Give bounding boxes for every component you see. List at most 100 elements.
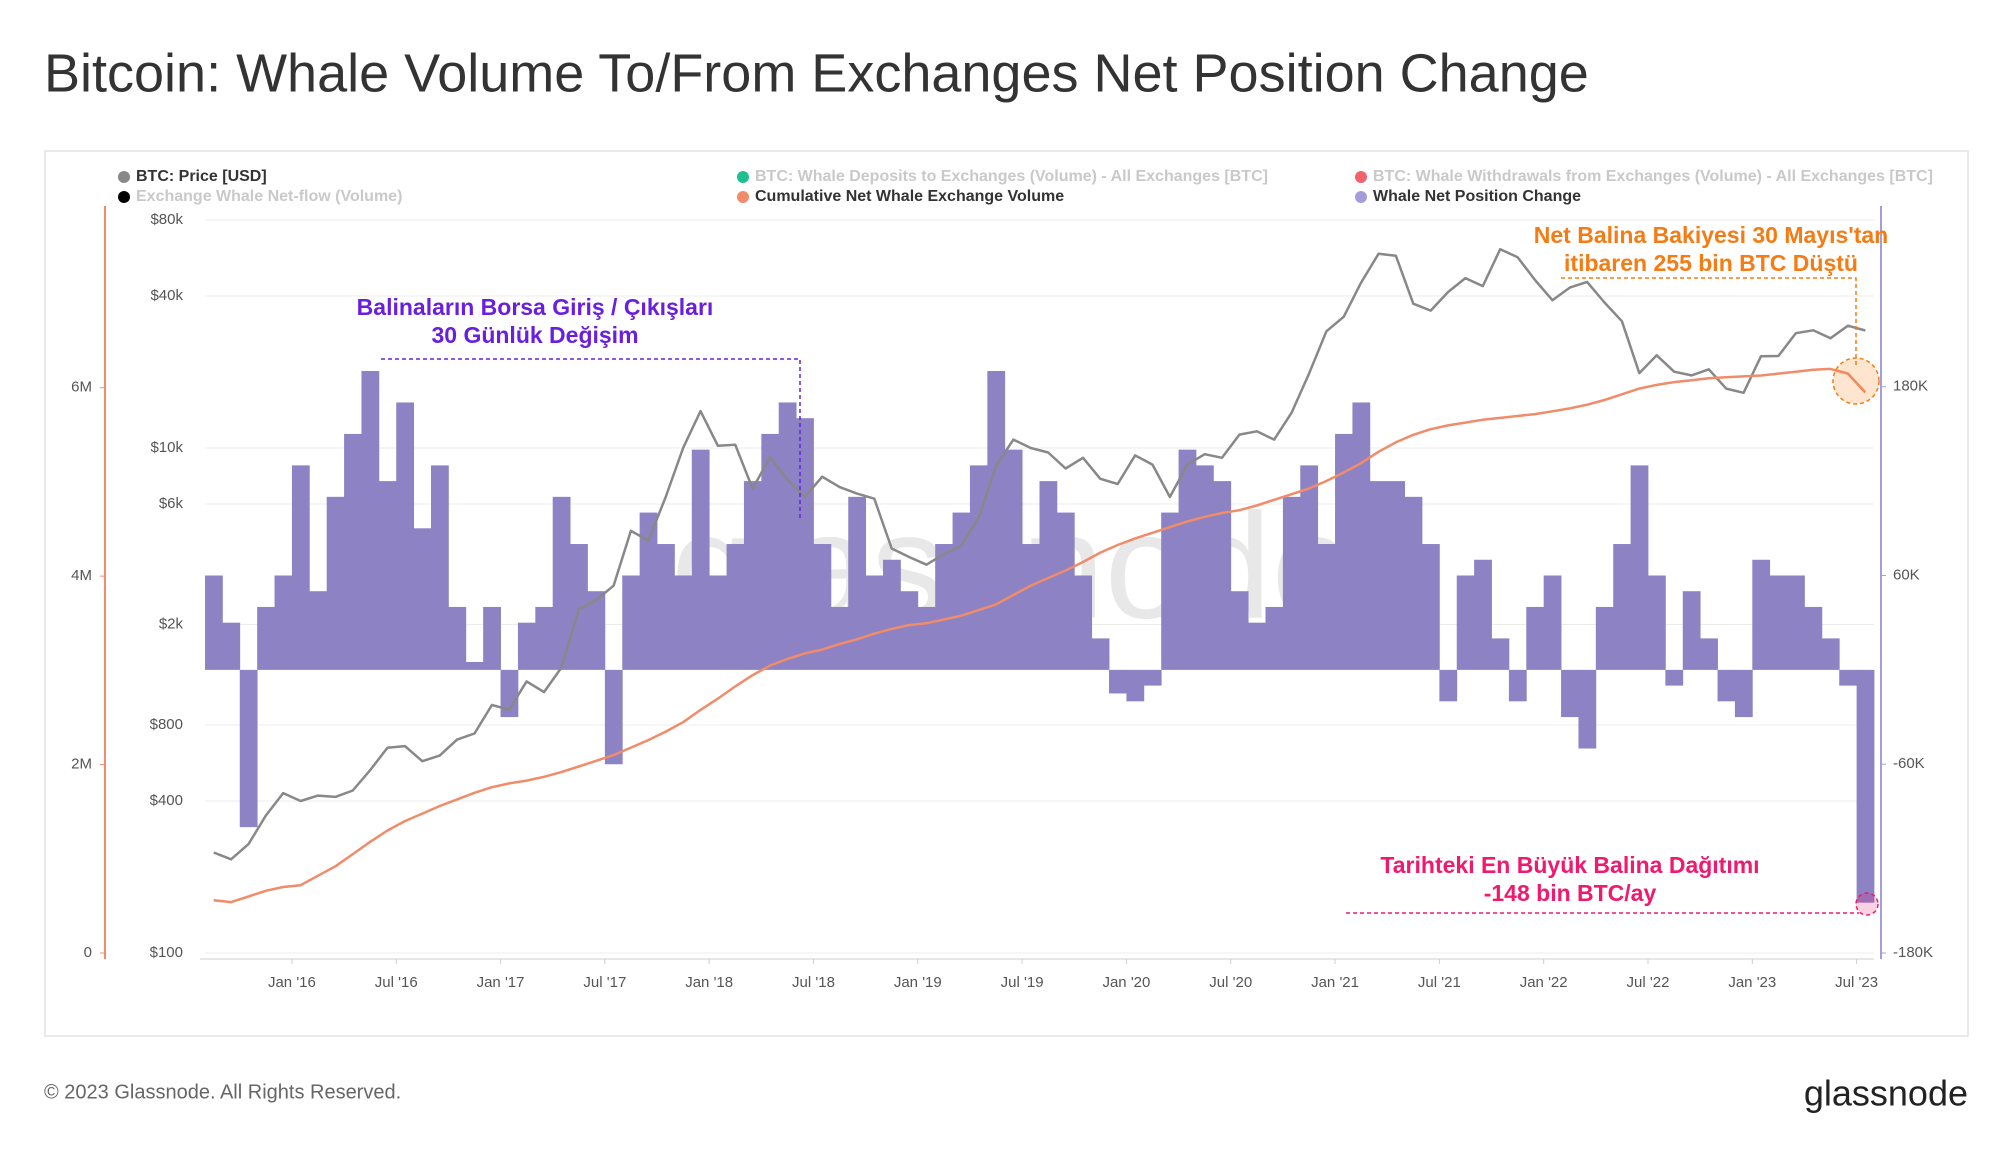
bar xyxy=(1056,512,1075,670)
y2-tick-label: 0 xyxy=(84,944,92,961)
bar xyxy=(674,575,693,670)
bar xyxy=(535,606,554,670)
bar xyxy=(483,606,501,670)
bar xyxy=(1317,544,1336,670)
bar xyxy=(1178,449,1197,670)
bar xyxy=(848,496,867,670)
bar xyxy=(796,418,814,670)
legend-marker xyxy=(737,191,749,203)
bar xyxy=(1404,496,1423,670)
x-tick-label: Jul '23 xyxy=(1835,974,1878,991)
x-tick-label: Jul '20 xyxy=(1209,974,1252,991)
bar xyxy=(1595,606,1614,670)
bar xyxy=(1821,638,1840,670)
annotation: -148 bin BTC/ay xyxy=(1484,880,1657,906)
bar xyxy=(465,662,484,670)
bar xyxy=(239,669,258,828)
bar xyxy=(222,622,241,670)
bar xyxy=(517,622,536,670)
y-tick-label: $10k xyxy=(150,439,183,456)
bar xyxy=(1630,465,1649,670)
bar xyxy=(1474,559,1492,670)
bar xyxy=(1143,669,1162,686)
annotation-guide xyxy=(1561,277,1857,365)
bar xyxy=(604,669,623,765)
y-tick-label: $2k xyxy=(159,615,184,632)
y3-tick-label: 60K xyxy=(1893,566,1920,583)
annotation: 30 Günlük Değişim xyxy=(431,322,638,348)
bar xyxy=(1161,512,1179,670)
bar xyxy=(1282,496,1301,670)
annotation: itibaren 255 bin BTC Düştü xyxy=(1564,250,1858,276)
bar xyxy=(1665,669,1684,686)
bar xyxy=(396,402,415,670)
chart-title: Bitcoin: Whale Volume To/From Exchanges … xyxy=(44,43,1589,103)
annotation: Tarihteki En Büyük Balina Dağıtımı xyxy=(1380,852,1759,878)
bar xyxy=(935,544,953,670)
bar xyxy=(291,465,310,670)
bar xyxy=(1195,465,1214,670)
bar xyxy=(587,591,606,670)
annotation-guide xyxy=(381,358,801,519)
x-tick-label: Jan '23 xyxy=(1728,974,1776,991)
y-tick-label: $80k xyxy=(150,211,183,228)
bar xyxy=(1682,591,1701,670)
line xyxy=(213,247,1866,861)
bar xyxy=(1004,449,1023,670)
bar xyxy=(952,512,971,670)
x-tick-label: Jan '20 xyxy=(1102,974,1150,991)
x-tick-label: Jul '17 xyxy=(583,974,626,991)
bar xyxy=(1213,481,1232,670)
bar xyxy=(1248,622,1266,670)
bar xyxy=(1421,544,1440,670)
annotation-highlight xyxy=(1832,357,1880,405)
x-tick-label: Jan '19 xyxy=(894,974,942,991)
bar xyxy=(761,433,780,670)
bar xyxy=(205,575,223,670)
bar xyxy=(1839,669,1858,686)
annotation-highlight xyxy=(1855,892,1879,916)
bar xyxy=(1561,669,1579,718)
bar xyxy=(274,575,293,670)
legend-marker xyxy=(118,191,130,203)
bar xyxy=(1369,481,1388,670)
x-tick-label: Jul '22 xyxy=(1627,974,1670,991)
bar xyxy=(639,512,658,670)
bar xyxy=(883,559,901,670)
bar xyxy=(309,591,328,670)
bar xyxy=(1769,575,1788,670)
bar xyxy=(1508,669,1527,702)
bar xyxy=(1734,669,1753,718)
bar xyxy=(865,575,884,670)
bar xyxy=(1647,575,1666,670)
bar xyxy=(1230,591,1249,670)
bar xyxy=(813,544,832,670)
x-tick-label: Jan '22 xyxy=(1520,974,1568,991)
bar xyxy=(1491,638,1510,670)
annotation: Balinaların Borsa Giriş / Çıkışları xyxy=(357,294,714,320)
bar xyxy=(448,606,467,670)
bar xyxy=(1074,575,1093,670)
bar xyxy=(743,481,762,670)
bar xyxy=(1126,669,1145,702)
bar xyxy=(1578,669,1597,749)
legend-label: BTC: Whale Deposits to Exchanges (Volume… xyxy=(755,168,1268,185)
y2-tick-label: 4M xyxy=(71,567,92,584)
bar xyxy=(1526,606,1545,670)
y-tick-label: $40k xyxy=(150,287,183,304)
bar xyxy=(570,544,588,670)
legend-label: Whale Net Position Change xyxy=(1373,188,1581,205)
legend-label: Cumulative Net Whale Exchange Volume xyxy=(755,188,1064,205)
x-tick-label: Jul '16 xyxy=(375,974,418,991)
bar xyxy=(987,371,1006,670)
bar xyxy=(413,528,432,670)
bar xyxy=(552,496,571,670)
bar xyxy=(361,371,380,670)
legend-marker xyxy=(737,171,749,183)
annotation: Net Balina Bakiyesi 30 Mayıs'tan xyxy=(1534,222,1888,248)
legend-marker xyxy=(1355,191,1367,203)
bar xyxy=(691,449,710,670)
y-tick-label: $100 xyxy=(150,944,183,961)
bar xyxy=(257,606,275,670)
